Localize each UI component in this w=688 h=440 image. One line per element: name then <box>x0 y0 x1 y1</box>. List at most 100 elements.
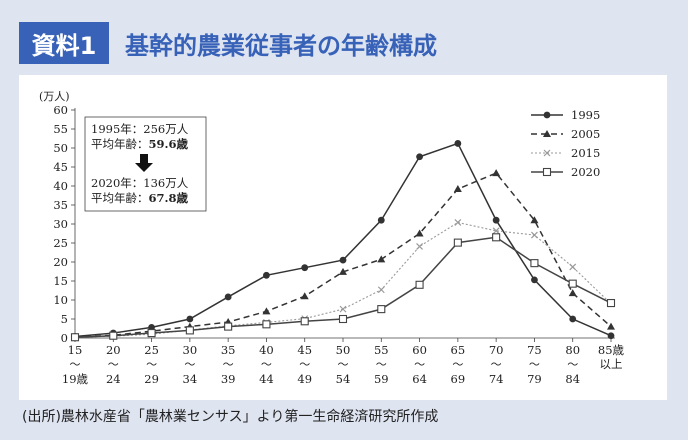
x-tick-label-tilde: 〜 <box>414 358 425 371</box>
legend-label-2005: 2005 <box>571 127 600 141</box>
data-point-2020 <box>338 314 348 324</box>
data-point-2020 <box>70 333 80 342</box>
x-tick-label-start: 40 <box>259 343 274 357</box>
y-tick-label: 60 <box>53 103 68 117</box>
x-tick-label-tilde: 〜 <box>452 358 463 371</box>
chart-axes <box>71 108 615 342</box>
data-point-2020 <box>453 238 462 247</box>
y-tick-label: 45 <box>53 160 68 174</box>
x-tick-label-tilde: 〜 <box>261 358 272 371</box>
data-point-1995 <box>224 293 232 301</box>
data-point-2020 <box>530 259 539 268</box>
data-point-2015 <box>377 286 385 294</box>
x-tick-label-start: 85歳 <box>598 343 625 357</box>
x-tick-label-tilde: 〜 <box>299 358 310 371</box>
x-tick-label-start: 30 <box>183 343 198 357</box>
y-tick-label: 50 <box>53 141 68 155</box>
data-point-1995 <box>454 140 462 147</box>
data-point-2020 <box>185 326 194 335</box>
legend-label-2015: 2015 <box>571 146 600 160</box>
data-point-2015 <box>531 231 538 239</box>
data-point-2020 <box>224 322 233 331</box>
data-point-2020 <box>262 320 271 329</box>
x-tick-label-start: 55 <box>374 343 389 357</box>
x-tick-label-end: 49 <box>297 372 312 386</box>
x-tick-label-start: 65 <box>451 343 466 357</box>
x-tick-label-tilde: 〜 <box>223 358 234 371</box>
series-markers <box>70 140 616 342</box>
x-tick-label-end: 29 <box>144 372 159 386</box>
x-tick-label-tilde: 〜 <box>70 358 81 371</box>
x-tick-label-start: 70 <box>489 343 504 357</box>
chart-legend: 1995 2005 2015 2020 <box>531 108 600 179</box>
x-tick-label-start: 75 <box>527 343 542 357</box>
x-tick-label-end: 74 <box>489 372 504 386</box>
legend-marker-1995 <box>543 111 551 119</box>
x-tick-label-tilde: 〜 <box>529 358 540 371</box>
x-tick-label-end: 44 <box>259 372 274 386</box>
x-tick-label-end: 54 <box>336 372 351 386</box>
data-point-2020 <box>109 331 118 340</box>
y-axis-unit-label: (万人) <box>39 90 70 103</box>
x-tick-label-end: 64 <box>412 372 427 386</box>
data-point-2020 <box>300 317 309 326</box>
x-tick-label-end: 69 <box>451 372 466 386</box>
x-tick-label-start: 35 <box>221 343 236 357</box>
y-tick-label: 15 <box>53 274 68 288</box>
x-tick-label-end: 24 <box>106 372 121 386</box>
y-tick-label: 20 <box>53 255 68 269</box>
y-tick-label: 30 <box>53 217 68 231</box>
x-tick-label-tilde: 〜 <box>567 358 578 371</box>
annotation-2020-total: 2020年：136万人 <box>91 176 189 190</box>
data-point-2005 <box>568 289 577 297</box>
data-point-2015 <box>416 242 423 250</box>
data-point-2005 <box>377 255 386 263</box>
x-tick-label-start: 25 <box>144 343 159 357</box>
data-point-2020 <box>568 279 577 288</box>
x-tick-label-start: 80 <box>565 343 580 357</box>
y-axis-tick-labels: 0 5 10 15 20 25 30 35 40 45 50 55 60 <box>53 103 68 345</box>
data-point-2020 <box>415 280 424 289</box>
x-tick-label-start: 45 <box>297 343 312 357</box>
data-point-2020 <box>606 298 616 308</box>
annotation-1995-total: 1995年：256万人 <box>91 122 189 136</box>
annotation-2020-average-age: 平均年齢：67.8歳 <box>91 191 189 205</box>
y-tick-label: 25 <box>53 236 68 250</box>
x-tick-label-end: 19歳 <box>62 372 89 386</box>
data-point-1995 <box>492 216 500 224</box>
chart-panel: 0 5 10 15 20 25 30 35 40 45 50 55 60 15 〜 19歳 20 〜 24 25 〜 2… <box>19 75 667 400</box>
y-tick-label: 40 <box>53 179 68 193</box>
data-point-2020 <box>492 233 501 242</box>
x-tick-label-tilde: 〜 <box>338 358 349 371</box>
x-tick-label-tilde: 〜 <box>146 358 157 371</box>
data-point-2005 <box>492 169 501 177</box>
data-point-1995 <box>416 153 423 161</box>
x-tick-label-start: 20 <box>106 343 121 357</box>
data-point-1995 <box>263 271 270 279</box>
annotation-1995-average-age: 平均年齢：59.6歳 <box>91 137 189 151</box>
x-tick-label-tilde: 〜 <box>184 358 195 371</box>
x-tick-label-tilde: 〜 <box>491 358 502 371</box>
data-point-2005 <box>607 322 615 330</box>
data-point-1995 <box>186 315 194 323</box>
data-point-1995 <box>301 264 309 272</box>
x-tick-label-end: 59 <box>374 372 389 386</box>
data-point-2005 <box>300 292 309 300</box>
x-tick-label-start: 15 <box>68 343 83 357</box>
data-point-1995 <box>531 276 538 284</box>
legend-label-2020: 2020 <box>571 165 600 179</box>
figure-header: 資料1 基幹的農業従事者の年齢構成 <box>0 0 688 68</box>
x-tick-label-tilde: 〜 <box>108 358 119 371</box>
legend-marker-2005 <box>543 130 551 137</box>
data-point-2005 <box>530 216 539 224</box>
data-point-2020 <box>377 305 386 314</box>
y-tick-label: 55 <box>53 122 68 136</box>
legend-label-1995: 1995 <box>571 108 600 122</box>
x-tick-label-start: 60 <box>412 343 427 357</box>
data-point-2020 <box>147 329 156 338</box>
x-tick-label-end: 34 <box>183 372 198 386</box>
data-point-1995 <box>569 315 577 323</box>
legend-marker-2020 <box>542 167 552 177</box>
x-tick-label-tilde: 〜 <box>376 358 387 371</box>
